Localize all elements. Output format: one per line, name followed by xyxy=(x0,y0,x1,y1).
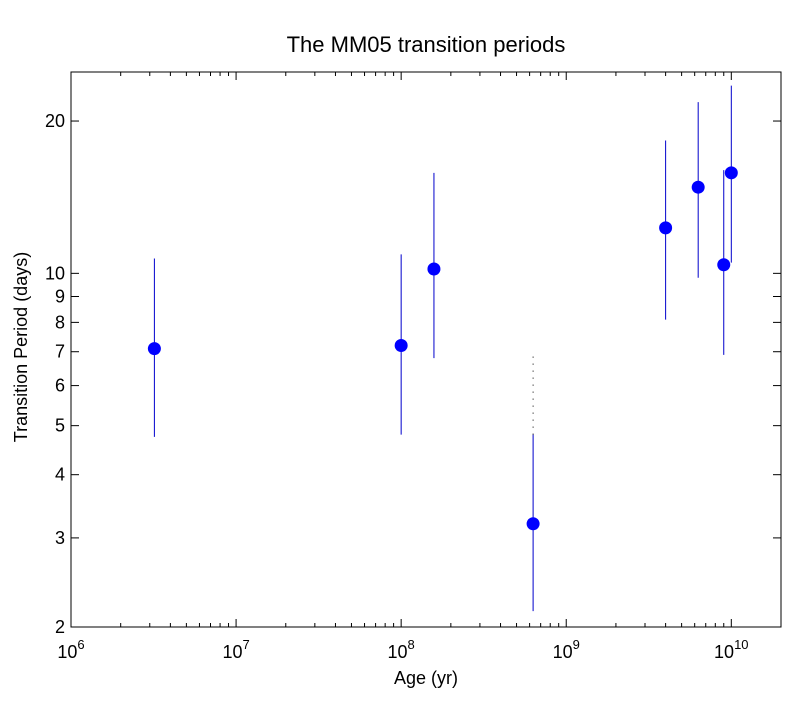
data-point xyxy=(147,342,161,356)
y-axis-label: Transition Period (days) xyxy=(11,252,31,442)
y-tick-label: 20 xyxy=(45,111,65,131)
data-point xyxy=(394,339,408,353)
y-tick-label: 4 xyxy=(55,465,65,485)
x-tick-label: 107 xyxy=(222,637,249,662)
y-tick-label: 10 xyxy=(45,263,65,283)
x-tick-label: 108 xyxy=(388,637,415,662)
data-point xyxy=(717,258,731,272)
data-point xyxy=(526,517,540,531)
y-tick-label: 6 xyxy=(55,376,65,396)
chart-title: The MM05 transition periods xyxy=(287,32,566,57)
y-tick-label: 8 xyxy=(55,312,65,332)
data-point xyxy=(659,221,673,235)
y-tick-label: 3 xyxy=(55,528,65,548)
y-tick-label: 2 xyxy=(55,617,65,637)
x-tick-label: 1010 xyxy=(714,637,749,662)
y-tick-label: 7 xyxy=(55,342,65,362)
data-point xyxy=(724,166,738,180)
x-tick-label: 106 xyxy=(57,637,84,662)
plot-frame xyxy=(70,71,782,628)
data-point xyxy=(691,180,705,194)
x-axis-label: Age (yr) xyxy=(394,668,458,688)
y-tick-label: 5 xyxy=(55,416,65,436)
data-point xyxy=(427,262,441,276)
plot-area: 106 107 108 109 1010 2 3 4 5 6 7 8 9 10 20 xyxy=(45,71,782,662)
y-tick-label: 9 xyxy=(55,286,65,306)
x-tick-label: 109 xyxy=(553,637,580,662)
